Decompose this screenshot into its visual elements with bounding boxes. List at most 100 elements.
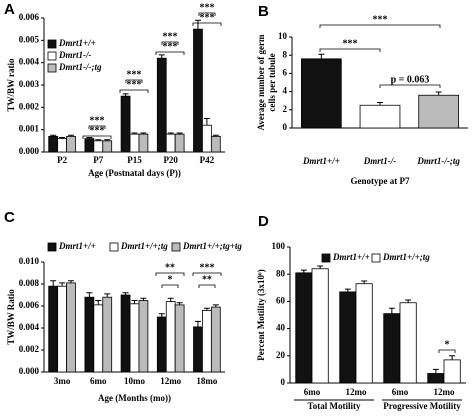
error-bar [158,313,165,317]
y-tick-label: 0.010 [19,256,40,266]
legend-swatch [47,63,57,73]
error-bar [131,300,138,304]
error-bar [122,93,129,97]
panel-letter: D [258,213,269,230]
error-bar [405,299,412,303]
x-tick-label: P15 [127,155,142,165]
y-axis-label: cells per tubule [267,53,277,111]
error-bar [361,280,368,284]
significance-label: *** [343,38,358,49]
error-bar [212,134,219,137]
error-bar [140,297,147,301]
x-axis-label: Age (Months (mo)) [98,393,171,403]
error-bar [449,355,456,360]
legend-swatch [47,39,57,49]
bar [383,313,401,384]
bar [165,133,176,153]
significance-label: * [168,274,173,285]
y-tick-label: 80 [276,268,286,278]
bar [443,359,461,384]
bar [427,373,445,384]
bar [120,294,131,373]
significance-label: *** [163,31,178,42]
y-tick-label: 0.000 [19,366,40,376]
legend-swatch [371,253,381,263]
error-bar [158,54,165,59]
y-tick-label: 0.001 [19,124,40,134]
bar [93,304,104,373]
error-bar [194,320,201,327]
error-bar [68,134,75,137]
error-bar [95,300,102,305]
bar [210,135,221,153]
significance-bracket [198,284,216,288]
bar [129,303,140,373]
error-bar [131,132,138,135]
y-tick-label: 0.006 [19,300,40,310]
significance-label: ** [165,262,175,273]
bar [66,282,76,373]
bar [193,326,203,373]
bar [156,57,167,153]
x-tick-label: P7 [93,155,103,165]
legend-label: Dmrt1+/+;tg [382,252,430,262]
significance-label: *** [163,41,178,52]
significance-label: *** [90,115,105,126]
y-axis-label: TW/BW ratio [6,58,16,112]
significance-bracket [192,22,222,26]
error-bar [140,132,147,135]
x-tick-label: Dmrt1-/- [363,156,397,166]
error-bar [194,19,201,30]
significance-label: ** [202,274,212,285]
x-tick-label: 6mo [90,376,107,386]
y-tick-label: 2 [283,104,288,114]
error-bar [432,368,439,374]
y-axis-label: Percent Motility (3x10⁶) [256,269,266,361]
error-bar [104,139,111,141]
significance-bracket [155,51,185,55]
bar [202,124,212,153]
x-tick-label: 12mo [434,387,455,397]
significance-bracket [88,125,106,129]
error-bar [388,307,395,314]
bar [174,304,185,373]
bar [138,133,149,153]
bar [66,135,76,153]
y-tick-label: 6 [283,67,288,77]
y-tick-label: 0.004 [19,57,40,67]
significance-label: *** [127,69,142,80]
x-tick-label: 10mo [124,376,145,386]
bar [57,138,67,153]
significance-bracket [119,89,149,93]
significance-label: *** [200,2,215,13]
error-bar [50,134,57,137]
y-axis-label: TW/BW Ratio [6,289,16,345]
significance-bracket [82,135,112,139]
y-tick-label: 0 [281,377,286,387]
significance-label: *** [90,125,105,136]
x-axis-label: Genotype at P7 [351,176,410,186]
bar [339,291,357,384]
y-tick-label: 0.006 [19,12,40,22]
legend-label: Dmrt1+/+;tg [120,241,168,251]
bar [193,28,203,153]
error-bar [68,280,75,283]
x-tick-label: 12mo [346,387,367,397]
significance-bracket [198,12,216,16]
x-tick-label: P42 [200,155,215,165]
y-tick-label: 0.002 [19,344,40,354]
legend-swatch [47,242,57,252]
significance-label: *** [200,12,215,23]
bar [48,135,59,153]
bar [93,140,104,153]
error-bar [344,288,351,292]
significance-bracket [155,272,185,276]
significance-bracket [319,24,441,28]
legend-label: Dmrt1+/+;tg+tg [182,241,242,251]
significance-bracket [161,284,179,288]
bar [102,140,113,153]
bar [57,285,67,373]
error-bar [176,132,183,135]
legend-swatch [321,253,331,263]
